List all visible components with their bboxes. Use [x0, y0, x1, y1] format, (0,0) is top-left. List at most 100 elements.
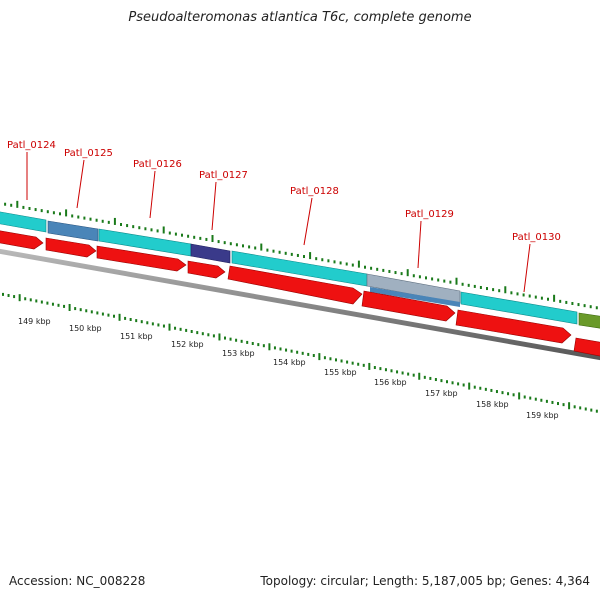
gene-forward[interactable] [190, 243, 231, 264]
scale-tick [518, 392, 521, 400]
scale-tick [190, 330, 193, 334]
gene-reverse[interactable] [45, 237, 97, 258]
gc-tick [382, 268, 385, 272]
scale-tick [340, 359, 343, 363]
scale-tick [74, 307, 77, 311]
gc-tick [187, 234, 190, 238]
gc-tick [272, 249, 275, 253]
gc-tick [278, 250, 281, 254]
gc-tick [193, 235, 196, 239]
scale-tick [129, 317, 132, 321]
scale-tick [490, 388, 493, 392]
scale-tick [285, 348, 288, 352]
scale-tick [579, 406, 582, 410]
gene-reverse[interactable] [573, 337, 600, 357]
scale-tick [7, 293, 10, 297]
scale-tick [135, 319, 138, 323]
gc-tick [296, 253, 299, 257]
gc-tick [248, 245, 251, 249]
locus-labels: Patl_0124 Patl_0125 Patl_0126 Patl_0127 … [7, 140, 561, 243]
scale-tick [396, 370, 399, 374]
locus-label[interactable]: Patl_0127 [199, 170, 248, 181]
map-title: Pseudoalteromonas atlantica T6c, complet… [128, 10, 472, 25]
gc-tick [522, 293, 525, 297]
scale-tick [462, 383, 465, 387]
gene-reverse[interactable] [361, 290, 456, 322]
gc-tick [205, 237, 208, 241]
locus-label[interactable]: Patl_0129 [405, 209, 454, 220]
scale-label: 149 kbp [18, 317, 51, 326]
scale-tick [307, 352, 310, 356]
gc-tick [425, 276, 427, 280]
gc-tick [467, 283, 470, 287]
locus-label[interactable]: Patl_0128 [290, 186, 339, 197]
scale-label: 159 kbp [526, 411, 559, 420]
gene-reverse[interactable] [96, 245, 187, 272]
scale-tick [162, 324, 165, 328]
gc-tick [144, 227, 147, 231]
locus-label[interactable]: Patl_0125 [64, 148, 113, 159]
gc-tick [589, 305, 592, 309]
gc-tick [120, 223, 122, 226]
scale-tick [2, 292, 4, 296]
gene-reverse[interactable] [227, 265, 363, 305]
scale-tick [440, 379, 443, 383]
gene-forward[interactable] [578, 312, 600, 329]
scale-tick [590, 408, 593, 412]
gc-tick [516, 292, 519, 296]
locus-leader-line [303, 197, 313, 246]
scale-tick [551, 400, 554, 404]
scale-tick [362, 363, 365, 367]
gene-reverse[interactable] [455, 309, 572, 344]
gc-tick [168, 231, 171, 235]
scale-tick [390, 369, 393, 373]
gc-tick [16, 200, 19, 208]
gc-tick [345, 262, 348, 266]
gene-forward[interactable] [0, 211, 47, 233]
gene-reverse[interactable] [187, 260, 226, 279]
gc-skew-track [4, 200, 598, 310]
scale-tick [584, 407, 587, 411]
locus-label[interactable]: Patl_0130 [512, 232, 561, 243]
scale-label: 150 kbp [69, 324, 102, 333]
scale-tick [46, 301, 49, 305]
gc-tick [577, 303, 580, 307]
scale-tick [185, 328, 188, 332]
gc-tick [303, 255, 305, 259]
gc-tick [370, 266, 373, 270]
gc-tick [333, 260, 336, 264]
scale-tick [257, 343, 260, 347]
gc-tick [107, 220, 110, 224]
gc-tick [28, 206, 31, 210]
scale-tick [573, 405, 576, 409]
scale-tick [473, 385, 476, 389]
gc-tick [418, 275, 421, 279]
gene-forward[interactable] [47, 220, 99, 242]
gene-forward[interactable] [370, 287, 460, 307]
scale-tick [85, 309, 88, 313]
scale-tick [101, 312, 104, 316]
scale-tick [484, 387, 487, 391]
locus-label[interactable]: Patl_0124 [7, 140, 56, 151]
gc-tick [510, 291, 513, 295]
scale-tick [451, 381, 454, 385]
gc-tick [455, 277, 458, 285]
gc-tick [181, 233, 183, 237]
scale-tick [290, 349, 293, 353]
gc-tick [77, 215, 80, 219]
scale-tick [368, 362, 371, 370]
scale-tick [318, 353, 321, 361]
gc-tick [473, 284, 476, 288]
scale-tick [495, 390, 498, 394]
locus-label[interactable]: Patl_0126 [133, 159, 182, 170]
gene-forward[interactable] [460, 291, 578, 325]
gc-tick [357, 260, 360, 268]
gc-tick [565, 300, 568, 304]
scale-tick [113, 314, 115, 318]
scale-tick [335, 358, 337, 362]
gene-reverse[interactable] [0, 230, 44, 250]
scale-label: 154 kbp [273, 358, 306, 367]
scale-tick [346, 360, 349, 364]
